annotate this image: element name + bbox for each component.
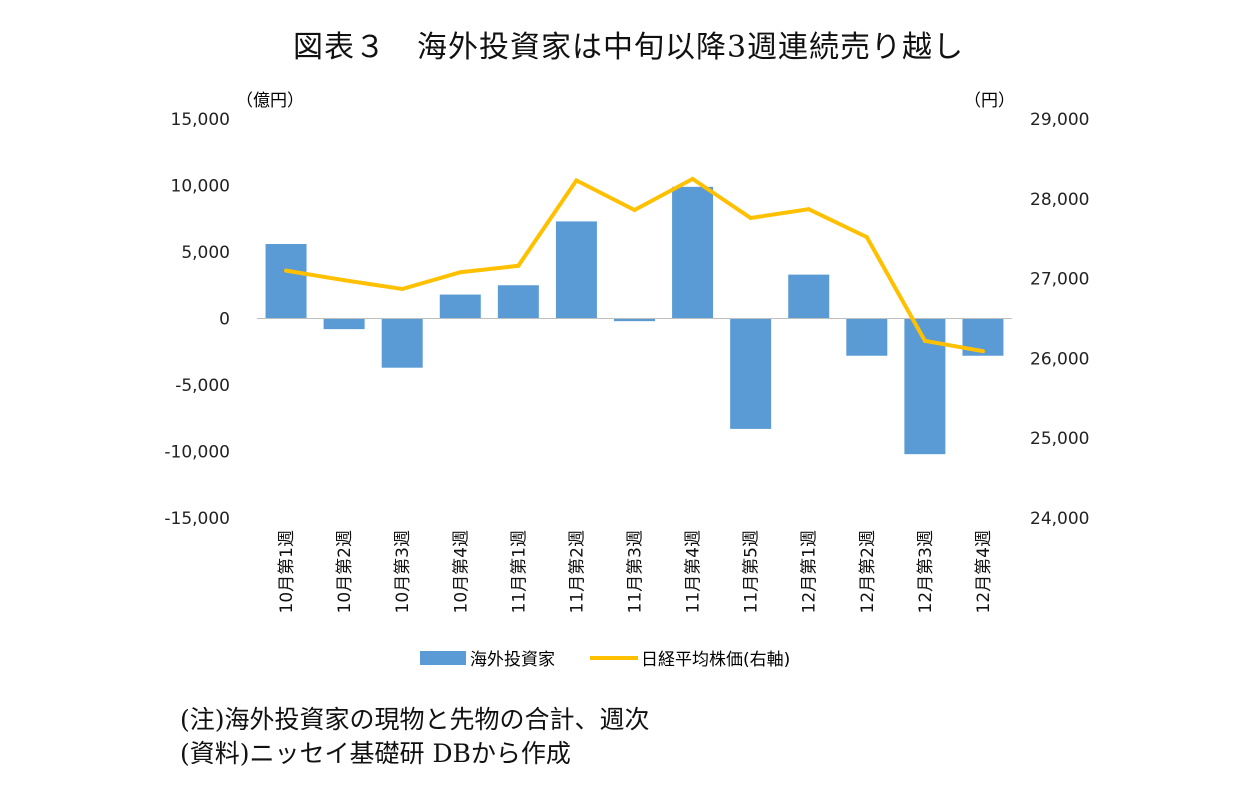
left-tick-label: 10,000 — [171, 177, 230, 197]
footnote-source: (資料)ニッセイ基礎研 DBから作成 — [180, 739, 571, 768]
left-tick-label: 5,000 — [181, 243, 230, 263]
right-tick-label: 27,000 — [1030, 270, 1089, 290]
category-label: 11月第2週 — [567, 530, 587, 613]
left-tick-label: 0 — [219, 310, 230, 330]
left-tick-label: -5,000 — [175, 376, 230, 396]
legend-bar-swatch — [420, 651, 466, 665]
line-point — [574, 178, 579, 183]
category-labels: 10月第1週 10月第2週 10月第3週 10月第4週 11月第1週 11月第2週 11月第… — [277, 530, 994, 613]
category-label: 12月第2週 — [858, 530, 878, 613]
category-label: 11月第4週 — [684, 530, 704, 613]
line-point — [922, 338, 927, 343]
category-label: 11月第3週 — [626, 530, 646, 613]
line-point — [864, 235, 869, 240]
right-tick-label: 24,000 — [1030, 509, 1089, 529]
line-point — [690, 176, 695, 181]
left-axis-ticks: 15,000 10,000 5,000 0 -5,000 -10,000 -15,000 — [164, 110, 230, 529]
category-label: 11月第1週 — [509, 530, 529, 613]
right-tick-label: 26,000 — [1030, 349, 1089, 369]
bar — [381, 318, 423, 368]
right-tick-label: 28,000 — [1030, 190, 1089, 210]
right-axis-unit-label: （円） — [964, 91, 1015, 111]
bar — [730, 318, 772, 429]
category-label: 10月第3週 — [393, 530, 413, 613]
category-label: 12月第4週 — [974, 530, 994, 613]
bar — [672, 186, 714, 319]
legend-line-label: 日経平均株価(右軸) — [641, 650, 790, 670]
bar — [439, 294, 481, 319]
bar — [846, 318, 888, 356]
bar — [555, 221, 597, 319]
category-label: 10月第4週 — [451, 530, 471, 613]
line-point — [458, 270, 463, 275]
bar — [788, 274, 830, 319]
line-point — [400, 286, 405, 291]
line-point — [516, 263, 521, 268]
right-tick-label: 25,000 — [1030, 429, 1089, 449]
category-label: 12月第3週 — [916, 530, 936, 613]
legend: 海外投資家 日経平均株価(右軸) — [420, 650, 790, 670]
line-point — [342, 278, 347, 283]
footnote-note: (注)海外投資家の現物と先物の合計、週次 — [180, 705, 650, 734]
left-tick-label: -15,000 — [164, 509, 230, 529]
left-axis-unit-label: （億円） — [236, 91, 304, 111]
line-point — [748, 215, 753, 220]
category-label: 10月第1週 — [277, 530, 297, 613]
left-tick-label: -10,000 — [164, 443, 230, 463]
bar — [265, 244, 307, 319]
chart-title: 図表３ 海外投資家は中旬以降3週連続売り越し — [292, 30, 965, 65]
right-axis-ticks: 29,000 28,000 27,000 26,000 25,000 24,000 — [1030, 110, 1089, 529]
category-label: 11月第5週 — [742, 530, 762, 613]
line-series — [284, 176, 985, 354]
category-label: 12月第1週 — [800, 530, 820, 613]
bar — [614, 318, 655, 322]
bar-series — [265, 186, 1004, 455]
bar — [497, 285, 539, 319]
legend-bar-label: 海外投資家 — [470, 650, 555, 670]
line-point — [632, 207, 637, 212]
line-point — [980, 349, 985, 354]
bar — [323, 318, 365, 330]
right-tick-label: 29,000 — [1030, 110, 1089, 130]
line-point — [284, 268, 289, 273]
left-tick-label: 15,000 — [171, 110, 230, 130]
chart: （億円） （円） 15,000 10,000 5,000 0 -5,000 -10,000… — [164, 91, 1089, 670]
line-point — [806, 207, 811, 212]
category-label: 10月第2週 — [335, 530, 355, 613]
